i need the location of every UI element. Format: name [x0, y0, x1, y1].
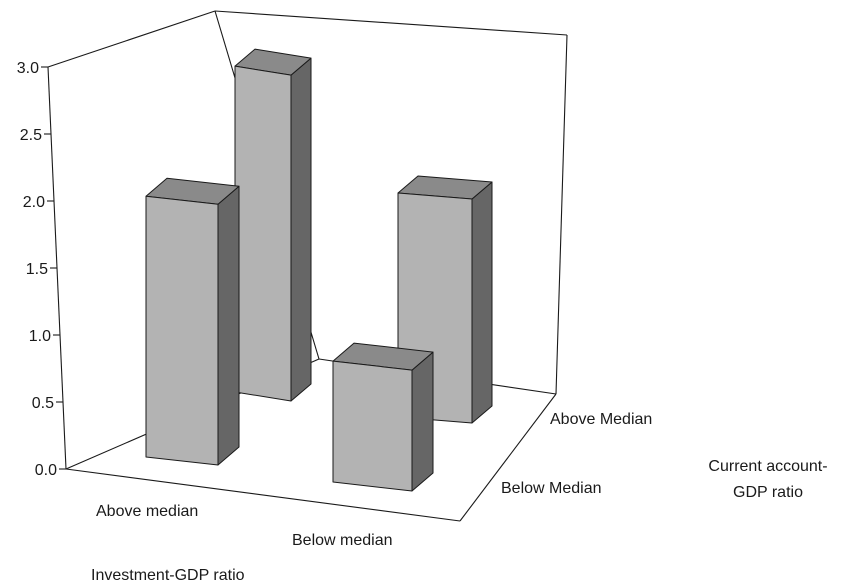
depth-category-label-above-median: Above Median: [550, 411, 652, 428]
depth-axis-line: [459, 393, 557, 522]
bar-above-median-below-median: [145, 177, 240, 466]
side-wall-top-edge: [47, 10, 216, 68]
y-tick-label: 3.0: [17, 60, 39, 77]
bar-front-face: [145, 195, 219, 466]
y-tick-label: 0.5: [32, 395, 54, 412]
back-wall-top-edge: [214, 10, 568, 36]
bar-side-face: [217, 185, 240, 466]
bars: [145, 48, 493, 492]
y-tick-label: 1.5: [26, 261, 48, 278]
x-category-label-above-median: Above median: [96, 503, 198, 520]
x-category-label-below-median: Below median: [292, 532, 393, 549]
x-axis-line: [65, 468, 461, 522]
y-axis-ticks: 0.0 0.5 1.0 1.5 2.0 2.5 3.0: [17, 60, 66, 479]
x-axis-title: Investment-GDP ratio: [91, 567, 245, 584]
bar-front-face: [234, 65, 292, 402]
back-wall-right-edge: [555, 34, 568, 395]
bar-above-median-above-median: [234, 48, 312, 402]
depth-axis-title-line-1: Current account-: [708, 458, 827, 475]
y-tick-label: 1.0: [29, 328, 51, 345]
bar-front-face: [332, 360, 413, 492]
y-tick-label: 2.0: [23, 194, 45, 211]
bar-side-face: [411, 351, 434, 492]
depth-category-label-below-median: Below Median: [501, 480, 602, 497]
y-tick-label: 2.5: [20, 127, 42, 144]
bar-side-face: [471, 181, 493, 424]
y-tick-label: 0.0: [35, 462, 57, 479]
depth-axis-title-line-2: GDP ratio: [733, 484, 803, 501]
bar-below-median-below-median: [332, 342, 434, 492]
bar-side-face: [290, 57, 312, 402]
